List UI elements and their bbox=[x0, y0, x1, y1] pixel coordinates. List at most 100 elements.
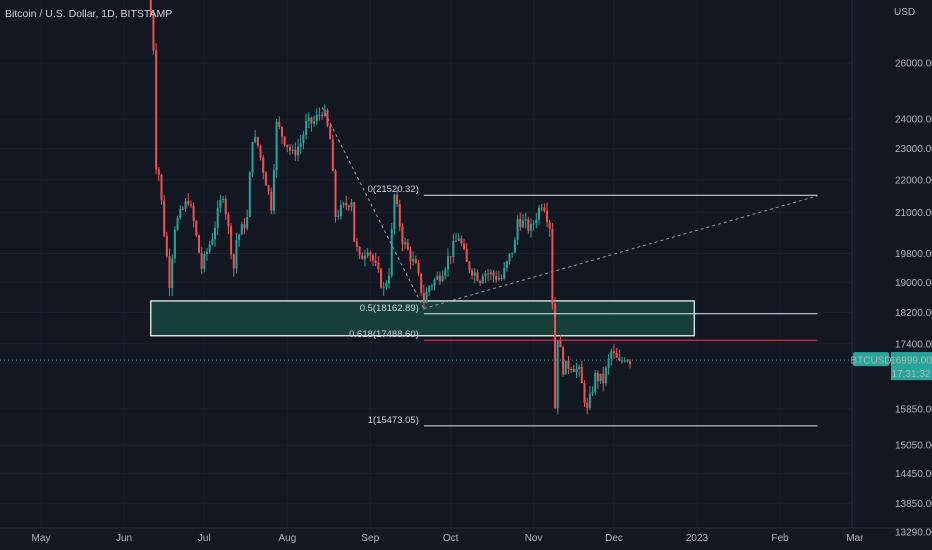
candle[interactable] bbox=[420, 273, 423, 296]
candle[interactable] bbox=[363, 249, 366, 267]
candle[interactable] bbox=[540, 203, 543, 212]
candle[interactable] bbox=[289, 143, 291, 156]
candle[interactable] bbox=[214, 221, 217, 247]
candle[interactable] bbox=[374, 252, 377, 267]
candle[interactable] bbox=[497, 270, 500, 281]
candle[interactable] bbox=[455, 233, 457, 242]
candle[interactable] bbox=[238, 233, 241, 247]
candle[interactable] bbox=[551, 222, 554, 310]
candle[interactable] bbox=[283, 135, 286, 147]
candle[interactable] bbox=[366, 247, 369, 259]
candle[interactable] bbox=[412, 251, 415, 266]
candle[interactable] bbox=[481, 273, 484, 284]
candle[interactable] bbox=[473, 267, 476, 284]
candle[interactable] bbox=[187, 193, 190, 207]
candle[interactable] bbox=[382, 281, 385, 296]
candle[interactable] bbox=[487, 269, 490, 282]
candle[interactable] bbox=[500, 274, 503, 281]
candle[interactable] bbox=[583, 380, 586, 407]
candle[interactable] bbox=[171, 254, 174, 297]
candle[interactable] bbox=[519, 212, 522, 231]
candle[interactable] bbox=[189, 200, 192, 208]
candle[interactable] bbox=[578, 364, 581, 377]
candle[interactable] bbox=[406, 238, 409, 251]
candle[interactable] bbox=[248, 171, 251, 218]
candle[interactable] bbox=[372, 253, 374, 266]
candle[interactable] bbox=[433, 277, 436, 291]
candle[interactable] bbox=[390, 223, 393, 278]
candle[interactable] bbox=[572, 364, 575, 373]
candle[interactable] bbox=[163, 194, 166, 238]
time-axis[interactable]: May Jun Jul Aug Sep Oct Nov Dec 2023 Feb Mar bbox=[0, 527, 932, 544]
candle[interactable] bbox=[318, 107, 321, 121]
candle[interactable] bbox=[567, 355, 570, 375]
candle[interactable] bbox=[452, 233, 455, 264]
candle[interactable] bbox=[270, 187, 273, 215]
candle[interactable] bbox=[599, 373, 602, 384]
candle[interactable] bbox=[227, 212, 230, 235]
candle[interactable] bbox=[484, 270, 487, 284]
candle[interactable] bbox=[272, 163, 275, 215]
candle[interactable] bbox=[425, 287, 428, 304]
candle[interactable] bbox=[235, 232, 238, 274]
candle[interactable] bbox=[240, 221, 243, 235]
candle[interactable] bbox=[149, 0, 152, 17]
candle[interactable] bbox=[192, 202, 195, 228]
candle[interactable] bbox=[594, 370, 597, 396]
candle[interactable] bbox=[524, 212, 527, 229]
candle[interactable] bbox=[436, 271, 439, 281]
candle[interactable] bbox=[588, 386, 591, 410]
candle[interactable] bbox=[417, 260, 420, 276]
candle[interactable] bbox=[313, 115, 316, 127]
candle[interactable] bbox=[179, 205, 182, 221]
candle[interactable] bbox=[535, 213, 538, 229]
candle[interactable] bbox=[465, 243, 468, 262]
candle[interactable] bbox=[160, 173, 163, 205]
candle[interactable] bbox=[206, 248, 208, 262]
candle[interactable] bbox=[251, 141, 254, 177]
candle[interactable] bbox=[414, 255, 417, 264]
candle[interactable] bbox=[591, 386, 594, 397]
candle[interactable] bbox=[612, 344, 615, 360]
candle[interactable] bbox=[176, 215, 179, 232]
candle[interactable] bbox=[564, 360, 567, 375]
candle[interactable] bbox=[602, 366, 605, 392]
price-axis[interactable]: USD 26000.00 24000.00 23000.00 22000.00 2100… bbox=[851, 0, 932, 539]
candle[interactable] bbox=[430, 283, 433, 291]
candle[interactable] bbox=[438, 271, 441, 286]
candle[interactable] bbox=[262, 154, 265, 180]
candle[interactable] bbox=[347, 204, 350, 212]
candle[interactable] bbox=[219, 194, 222, 213]
candle[interactable] bbox=[152, 11, 155, 55]
candle[interactable] bbox=[200, 247, 203, 275]
candle[interactable] bbox=[264, 171, 267, 186]
candle[interactable] bbox=[398, 199, 401, 232]
candle[interactable] bbox=[529, 218, 532, 238]
candle[interactable] bbox=[165, 231, 168, 258]
candle[interactable] bbox=[355, 237, 358, 252]
candle[interactable] bbox=[280, 126, 283, 144]
candle[interactable] bbox=[224, 195, 227, 221]
candle[interactable] bbox=[449, 256, 452, 265]
candle[interactable] bbox=[586, 397, 589, 415]
candle[interactable] bbox=[508, 253, 511, 265]
candle[interactable] bbox=[315, 108, 318, 126]
candle[interactable] bbox=[559, 334, 562, 348]
candle[interactable] bbox=[339, 199, 342, 220]
candle[interactable] bbox=[243, 218, 246, 235]
candle[interactable] bbox=[457, 233, 460, 242]
candle[interactable] bbox=[556, 340, 559, 415]
candle[interactable] bbox=[342, 201, 345, 208]
candle[interactable] bbox=[489, 269, 492, 281]
candle[interactable] bbox=[476, 269, 479, 282]
candle[interactable] bbox=[385, 280, 388, 290]
candle[interactable] bbox=[548, 219, 551, 237]
candle[interactable] bbox=[621, 356, 623, 364]
candle[interactable] bbox=[353, 202, 356, 243]
candle[interactable] bbox=[596, 370, 599, 390]
candle[interactable] bbox=[409, 246, 412, 270]
candle[interactable] bbox=[181, 206, 184, 211]
candle[interactable] bbox=[173, 226, 176, 263]
candle[interactable] bbox=[350, 198, 353, 212]
candle[interactable] bbox=[267, 184, 270, 196]
